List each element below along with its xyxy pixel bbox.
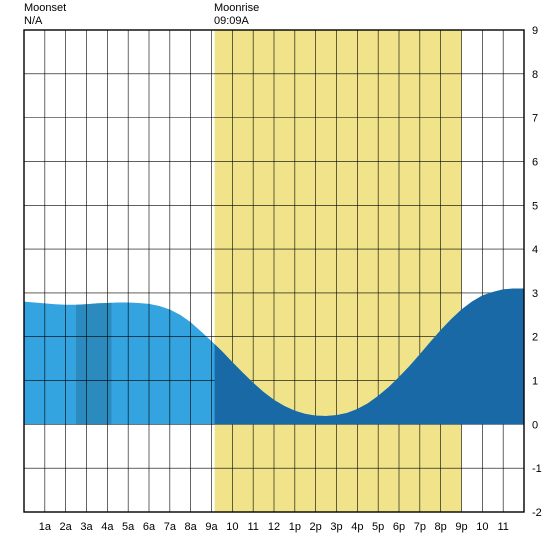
x-tick-label: 8a	[185, 521, 198, 533]
x-tick-label: 9p	[455, 521, 467, 533]
moon-band	[215, 30, 462, 512]
x-tick-label: 2a	[60, 521, 73, 533]
x-tick-label: 4p	[351, 521, 363, 533]
x-tick-label: 1a	[39, 521, 52, 533]
x-tick-label: 11	[497, 521, 508, 533]
tide-chart: -2-101234567891a2a3a4a5a6a7a8a9a1011121p…	[0, 0, 550, 550]
tide-chart-container: Moonset N/A Moonrise 09:09A -2-101234567…	[0, 0, 550, 550]
y-tick-label: 3	[532, 288, 538, 300]
night-tide-band	[76, 303, 111, 425]
tide-area-dark-right	[462, 289, 525, 425]
y-tick-label: 2	[532, 332, 538, 344]
y-tick-label: -1	[532, 463, 542, 475]
x-tick-label: 10	[226, 521, 238, 533]
x-tick-label: 3p	[330, 521, 342, 533]
x-tick-label: 11	[247, 521, 258, 533]
y-tick-label: 1	[532, 376, 538, 388]
y-tick-label: 8	[532, 69, 538, 81]
x-tick-label: 5p	[372, 521, 384, 533]
x-tick-label: 7a	[164, 521, 177, 533]
x-tick-label: 2p	[310, 521, 322, 533]
x-tick-label: 4a	[101, 521, 114, 533]
x-tick-label: 12	[268, 521, 280, 533]
y-tick-label: 5	[532, 200, 538, 212]
x-tick-label: 5a	[122, 521, 135, 533]
x-tick-label: 1p	[289, 521, 301, 533]
x-tick-label: 10	[476, 521, 488, 533]
y-tick-label: 4	[532, 244, 538, 256]
y-tick-label: 9	[532, 25, 538, 37]
y-tick-label: 0	[532, 419, 538, 431]
y-tick-label: 6	[532, 156, 538, 168]
x-tick-label: 6p	[393, 521, 405, 533]
y-tick-label: -2	[532, 507, 542, 519]
x-tick-label: 3a	[80, 521, 93, 533]
x-tick-label: 6a	[143, 521, 156, 533]
x-tick-label: 8p	[435, 521, 447, 533]
x-tick-label: 7p	[414, 521, 426, 533]
x-tick-label: 9a	[205, 521, 218, 533]
y-tick-label: 7	[532, 113, 538, 125]
